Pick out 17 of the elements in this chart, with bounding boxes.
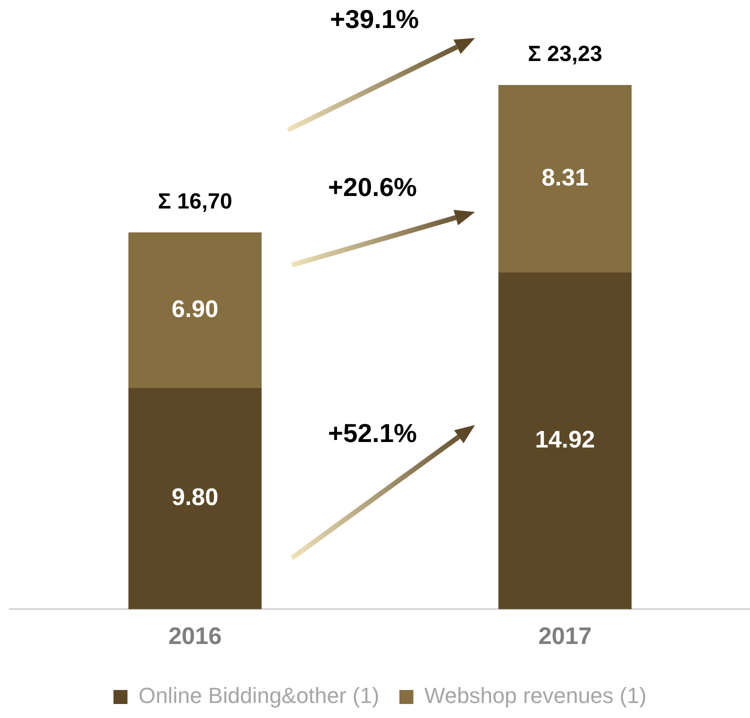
annotation: +52.1% — [328, 418, 417, 449]
bar — [128, 388, 262, 610]
x-tick-label: 2016 — [168, 623, 222, 650]
bar — [498, 84, 632, 272]
legend-label: Online Bidding&other (1) — [138, 683, 380, 708]
data-label: 14.92 — [534, 426, 596, 454]
data-label: 9.80 — [172, 484, 218, 512]
total-label: Σ 16,70 — [158, 188, 232, 214]
x-tick-label: 2017 — [538, 623, 592, 650]
legend-label: Webshop revenues (1) — [424, 683, 647, 708]
text: +39.1% — [330, 4, 419, 35]
data-label: 6.90 — [172, 296, 218, 323]
annotation: +20.6% — [328, 172, 417, 203]
bar — [498, 272, 632, 610]
bar — [128, 232, 262, 388]
data-label: 8.31 — [542, 164, 588, 192]
total-label: Σ 23,23 — [528, 41, 602, 66]
